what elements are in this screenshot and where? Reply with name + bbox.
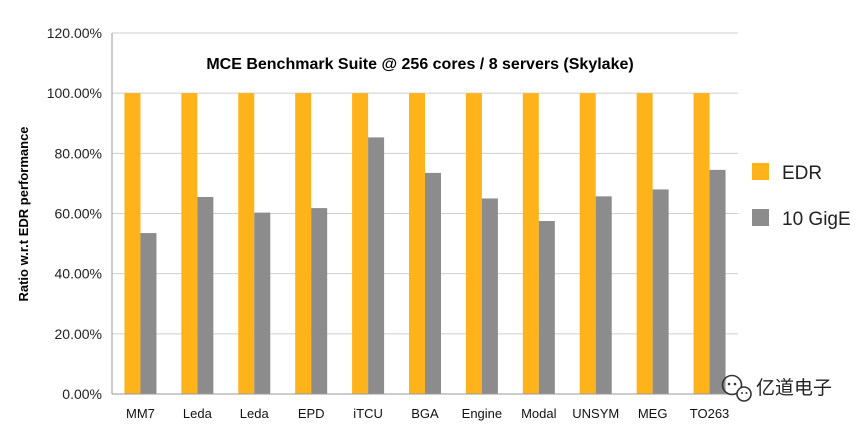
- x-tick-label: MM7: [126, 406, 155, 421]
- legend-swatch: [752, 209, 769, 226]
- bar-10-gige: [425, 172, 441, 394]
- x-tick-label: iTCU: [353, 406, 383, 421]
- x-tick-label: BGA: [411, 406, 439, 421]
- bar-edr: [409, 93, 425, 395]
- bar-10-gige: [140, 233, 157, 394]
- y-tick-label: 80.00%: [55, 145, 102, 161]
- bar-edr: [636, 93, 653, 395]
- y-axis-label: Ratio w.r.t EDR performance: [16, 126, 31, 301]
- bar-10-gige: [538, 221, 555, 394]
- bar-10-gige: [197, 196, 214, 394]
- bar-edr: [238, 93, 255, 395]
- bar-edr: [465, 93, 482, 395]
- legend: EDR 10 GigE: [752, 163, 851, 230]
- bar-10-gige: [652, 189, 669, 394]
- axes: [111, 33, 738, 395]
- y-tick-labels: 0.00% 20.00% 40.00% 60.00% 80.00% 100.00% 120.…: [47, 25, 102, 402]
- legend-label: 10 GigE: [782, 209, 851, 230]
- y-tick-label: 20.00%: [55, 326, 102, 342]
- x-tick-label: Leda: [240, 406, 270, 421]
- bar-edr: [352, 93, 369, 395]
- x-tick-label: Modal: [521, 406, 557, 421]
- bar-edr: [579, 93, 596, 395]
- bars: [124, 93, 726, 395]
- bar-edr: [181, 93, 198, 395]
- legend-swatch: [752, 163, 769, 180]
- y-tick-label: 40.00%: [55, 266, 102, 282]
- bar-10-gige: [368, 137, 385, 394]
- bar-edr: [693, 93, 710, 395]
- watermark-text: 亿道电子: [756, 377, 832, 399]
- x-tick-label: MEG: [638, 406, 668, 421]
- watermark: 亿道电子: [721, 374, 832, 402]
- bar-10-gige: [254, 212, 271, 394]
- bar-10-gige: [481, 198, 498, 394]
- y-tick-label: 100.00%: [47, 85, 102, 101]
- x-tick-label: UNSYM: [572, 406, 619, 421]
- y-tick-label: 60.00%: [55, 206, 102, 222]
- bar-edr: [295, 93, 312, 395]
- x-tick-label: EPD: [298, 406, 325, 421]
- bar-10-gige: [709, 169, 726, 394]
- bar-edr: [522, 93, 539, 395]
- wechat-icon: [721, 374, 752, 402]
- x-tick-label: Engine: [462, 406, 502, 421]
- chart-title: MCE Benchmark Suite @ 256 cores / 8 serv…: [206, 56, 633, 73]
- x-tick-labels: MM7 Leda Leda EPD iTCU BGA Engine Modal UNSYM MEG…: [126, 406, 729, 421]
- y-tick-label: 120.00%: [47, 25, 102, 41]
- bar-10-gige: [311, 208, 328, 394]
- x-tick-label: Leda: [183, 406, 213, 421]
- bar-10-gige: [595, 196, 612, 394]
- legend-label: EDR: [782, 163, 822, 184]
- x-tick-label: TO263: [690, 406, 730, 421]
- bar-edr: [124, 93, 141, 395]
- y-tick-label: 0.00%: [62, 386, 102, 402]
